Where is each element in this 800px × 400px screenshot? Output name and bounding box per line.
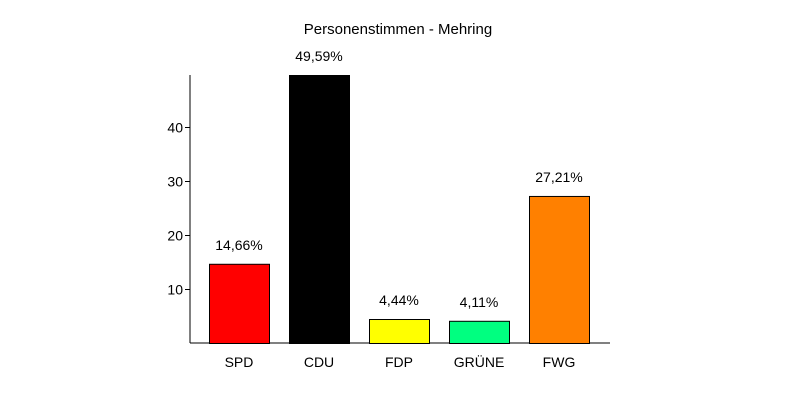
x-tick-label: CDU [304, 354, 334, 370]
bar-fdp [369, 319, 430, 345]
y-tick-label: 40 [167, 120, 183, 136]
chart-title: Personenstimmen - Mehring [304, 21, 492, 38]
y-tick-label: 20 [167, 228, 183, 244]
bar-value-label: 4,11% [460, 294, 499, 310]
y-tick-label: 10 [167, 282, 183, 298]
bar-cdu [289, 75, 350, 344]
x-tick-label: FWG [543, 354, 576, 370]
x-tick-label: FDP [385, 354, 413, 370]
bar-value-label: 49,59% [295, 48, 342, 64]
bar-value-label: 27,21% [535, 169, 582, 185]
bars [209, 75, 590, 345]
labels: 14,66% SPD 49,59% CDU 4,44% FDP 4,11% GRÜNE 27,2… [215, 48, 582, 370]
y-tick-label: 30 [167, 174, 183, 190]
bar-fwg [529, 195, 590, 344]
bar-spd [209, 263, 270, 344]
bar-value-label: 14,66% [215, 237, 262, 253]
x-tick-label: GRÜNE [454, 353, 505, 370]
bar-grüne [449, 320, 510, 345]
x-tick-label: SPD [225, 354, 254, 370]
bar-value-label: 4,44% [379, 292, 419, 308]
